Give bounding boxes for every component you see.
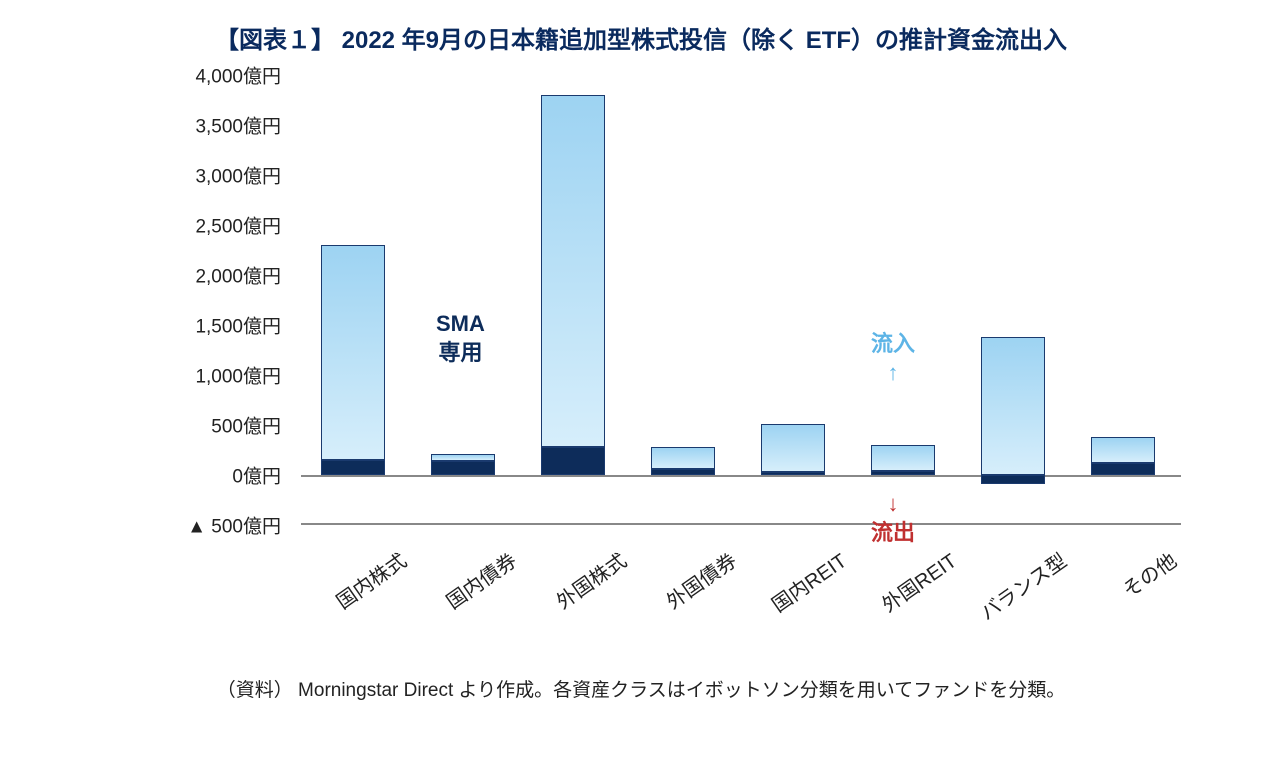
x-category-label: 国内株式: [297, 545, 412, 638]
chart-title: 【図表１】 2022 年9月の日本籍追加型株式投信（除く ETF）の推計資金流出…: [40, 20, 1242, 55]
bar-segment: [871, 445, 935, 471]
y-tick-label: 500億円: [211, 412, 281, 439]
chart-footnote: （資料） Morningstar Direct より作成。各資産クラスはイボット…: [40, 675, 1242, 702]
bar-segment: [1091, 463, 1155, 475]
y-tick-label: 2,000億円: [195, 262, 281, 289]
chart-area: ▲ 500億円 0億円 500億円 1,000億円 1,500億円 2,000億円 2,50…: [91, 75, 1191, 635]
y-tick-label: 1,500億円: [195, 312, 281, 339]
annotation-outflow-label: ↓流出: [871, 490, 915, 547]
zero-line: [301, 475, 1181, 477]
bar-segment: [761, 472, 825, 475]
bar-segment: [431, 454, 495, 461]
x-category-label: 外国債券: [627, 545, 742, 638]
bar-segment: [981, 337, 1045, 475]
annotation-inflow-label: 流入↑: [871, 330, 915, 387]
bar-segment: [431, 461, 495, 475]
bar-segment: [871, 471, 935, 475]
bar-segment: [651, 447, 715, 469]
bar-segment: [321, 245, 385, 460]
y-axis: ▲ 500億円0億円500億円1,000億円1,500億円2,000億円2,50…: [91, 75, 291, 525]
y-tick-label: 3,000億円: [195, 162, 281, 189]
y-tick-label: ▲ 500億円: [187, 512, 281, 539]
y-tick-label: 0億円: [232, 462, 281, 489]
x-category-label: バランス型: [957, 545, 1072, 638]
y-tick-label: 1,000億円: [195, 362, 281, 389]
y-tick-label: 2,500億円: [195, 212, 281, 239]
x-category-label: その他: [1067, 545, 1182, 638]
plot-area: [301, 75, 1181, 525]
bar-segment: [761, 424, 825, 472]
y-tick-label: 3,500億円: [195, 112, 281, 139]
x-axis-labels: 国内株式国内債券外国株式外国債券国内REIT外国REITバランス型その他: [301, 535, 1181, 655]
x-category-label: 国内債券: [407, 545, 522, 638]
annotation-sma-label: SMA専用: [436, 310, 485, 367]
y-tick-label: 4,000億円: [195, 62, 281, 89]
bar-segment: [1091, 437, 1155, 463]
bar-segment: [321, 460, 385, 475]
x-category-label: 外国REIT: [847, 545, 962, 638]
bar-segment: [981, 475, 1045, 484]
x-category-label: 外国株式: [517, 545, 632, 638]
bar-segment: [541, 95, 605, 447]
bar-segment: [651, 469, 715, 475]
bar-segment: [541, 447, 605, 475]
x-category-label: 国内REIT: [737, 545, 852, 638]
